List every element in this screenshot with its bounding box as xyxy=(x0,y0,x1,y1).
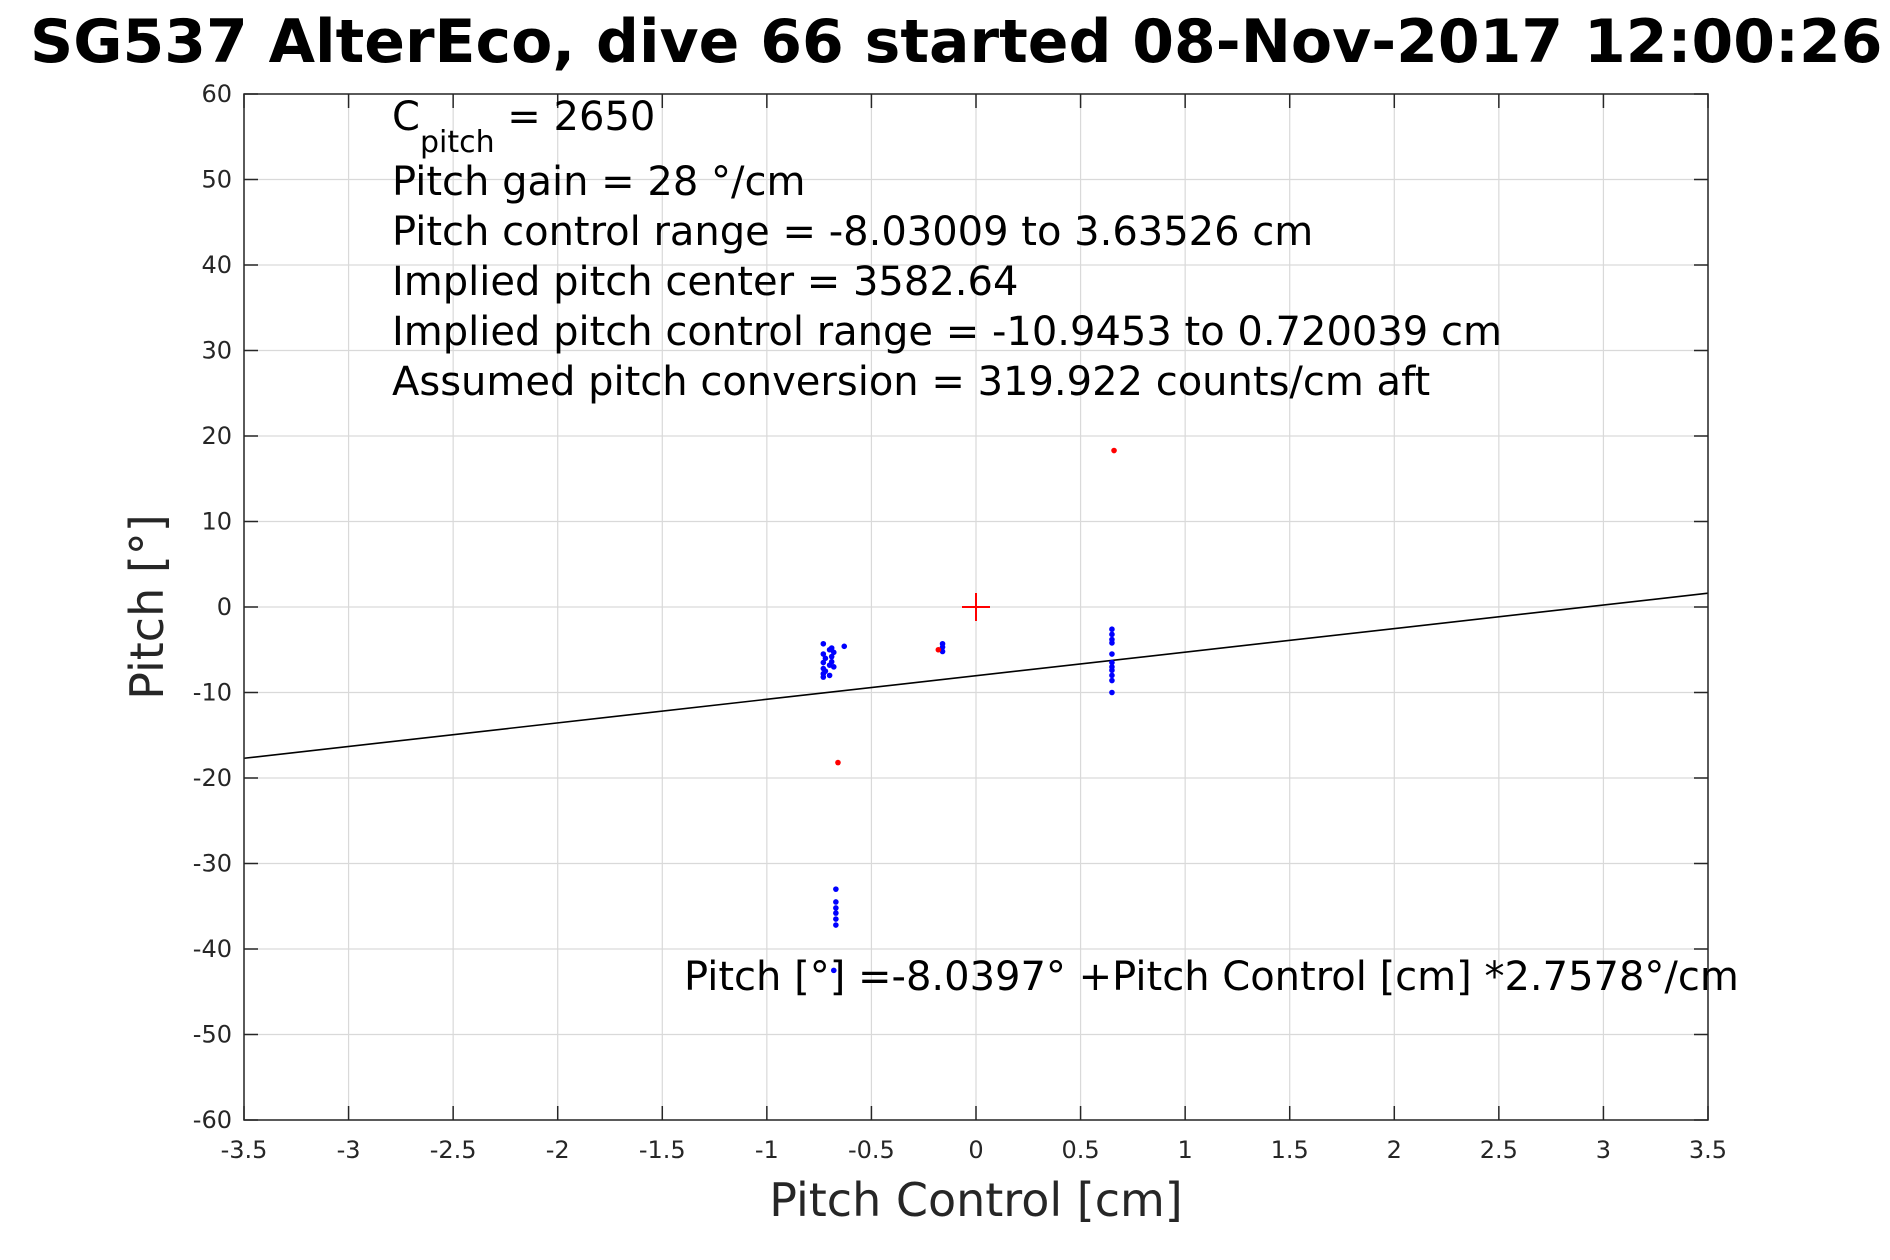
data-point xyxy=(1111,447,1117,454)
y-tick-label: 30 xyxy=(201,337,232,365)
data-point xyxy=(828,653,835,660)
data-point xyxy=(935,646,942,653)
y-tick-label: -50 xyxy=(193,1021,232,1049)
x-tick-label: 2.5 xyxy=(1480,1136,1518,1164)
plot-frame xyxy=(243,93,1709,1121)
data-points xyxy=(820,447,1117,974)
fit-line xyxy=(243,592,1709,760)
x-tick-label: -2.5 xyxy=(430,1136,477,1164)
x-tick-label: -1.5 xyxy=(639,1136,686,1164)
x-tick-label: 3 xyxy=(1596,1136,1611,1164)
data-point xyxy=(939,648,946,655)
data-point xyxy=(835,759,841,766)
data-point xyxy=(1109,640,1115,646)
annotation-line: Assumed pitch conversion = 319.922 count… xyxy=(392,359,1430,405)
y-tick-label: -10 xyxy=(193,679,232,707)
data-point xyxy=(1109,667,1115,674)
data-point xyxy=(820,659,827,666)
data-point xyxy=(820,674,827,680)
data-point xyxy=(939,644,946,650)
data-point xyxy=(822,668,829,674)
y-tick-label: 40 xyxy=(201,251,232,279)
data-point xyxy=(841,643,848,650)
y-axis-label: Pitch [°] xyxy=(120,514,174,700)
x-tick-label: 0 xyxy=(968,1136,983,1164)
y-tick-labels: 60 50 40 30 20 10 0 -10 -20 -30 -40 -50 -60 xyxy=(193,80,232,1134)
x-tick-label: -1 xyxy=(755,1136,779,1164)
fit-equation: Pitch [°] =-8.0397° +Pitch Control [cm] … xyxy=(684,954,1739,1000)
annotation-line: Pitch gain = 28 °/cm xyxy=(392,159,805,205)
x-tick-label: -0.5 xyxy=(848,1136,895,1164)
data-point xyxy=(826,672,833,679)
x-tick-label: 0.5 xyxy=(1061,1136,1099,1164)
cpitch-value: = 2650 xyxy=(495,94,656,140)
x-axis-label: Pitch Control [cm] xyxy=(769,1173,1183,1227)
data-point xyxy=(820,651,827,657)
data-point xyxy=(833,905,839,911)
data-point xyxy=(833,916,839,922)
data-point xyxy=(1109,651,1115,657)
x-tick-label: 2 xyxy=(1387,1136,1402,1164)
y-tick-label: 0 xyxy=(217,593,232,621)
y-tick-label: -20 xyxy=(193,764,232,792)
x-tick-label: -3.5 xyxy=(221,1136,268,1164)
data-point xyxy=(1109,677,1115,684)
cpitch-base: C xyxy=(392,94,420,140)
data-point xyxy=(830,649,837,656)
data-point xyxy=(1109,672,1115,679)
annotation-line: Pitch control range = -8.03009 to 3.6352… xyxy=(392,209,1313,255)
y-tick-label: 60 xyxy=(201,80,232,108)
x-tick-label: 1 xyxy=(1178,1136,1193,1164)
y-tick-label: -30 xyxy=(193,850,232,878)
y-tick-label: 10 xyxy=(201,508,232,536)
x-tick-label: 3.5 xyxy=(1689,1136,1727,1164)
center-marker xyxy=(962,593,990,621)
data-point xyxy=(830,967,837,974)
data-point xyxy=(833,886,839,892)
annotation-line: Implied pitch control range = -10.9453 t… xyxy=(392,309,1502,355)
cpitch-subscript: pitch xyxy=(420,125,495,160)
annotation-block: Cpitch = 2650 Pitch gain = 28 °/cm Pitch… xyxy=(392,94,1739,1000)
data-point xyxy=(833,910,839,916)
data-point xyxy=(1109,659,1115,666)
x-tick-label: 1.5 xyxy=(1271,1136,1309,1164)
x-tick-labels: -3.5 -3 -2.5 -2 -1.5 -1 -0.5 0 0.5 1 1.5 2 2.5 3 3.5 xyxy=(221,1136,1728,1164)
chart-title: SG537 AlterEco, dive 66 started 08-Nov-2… xyxy=(30,7,1883,77)
data-point xyxy=(1109,631,1115,638)
data-point xyxy=(820,640,827,647)
data-point xyxy=(830,664,837,670)
data-point xyxy=(1109,626,1115,633)
data-point xyxy=(822,655,829,662)
annotation-cpitch: Cpitch = 2650 xyxy=(392,94,655,160)
annotation-line: Implied pitch center = 3582.64 xyxy=(392,259,1018,305)
y-tick-label: 50 xyxy=(201,166,232,194)
y-tick-label: 20 xyxy=(201,422,232,450)
data-point xyxy=(833,922,839,928)
y-tick-label: -60 xyxy=(193,1106,232,1134)
data-point xyxy=(833,899,839,905)
data-point xyxy=(828,645,835,651)
data-point xyxy=(1109,689,1115,696)
data-point xyxy=(828,658,835,665)
x-tick-label: -3 xyxy=(337,1136,361,1164)
x-tick-label: -2 xyxy=(546,1136,570,1164)
y-tick-label: -40 xyxy=(193,935,232,963)
